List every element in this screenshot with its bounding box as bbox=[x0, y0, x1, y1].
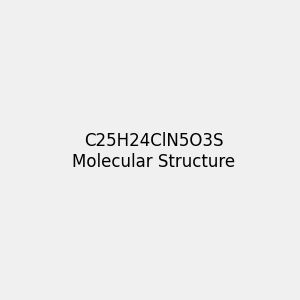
Text: C25H24ClN5O3S
Molecular Structure: C25H24ClN5O3S Molecular Structure bbox=[72, 132, 235, 171]
